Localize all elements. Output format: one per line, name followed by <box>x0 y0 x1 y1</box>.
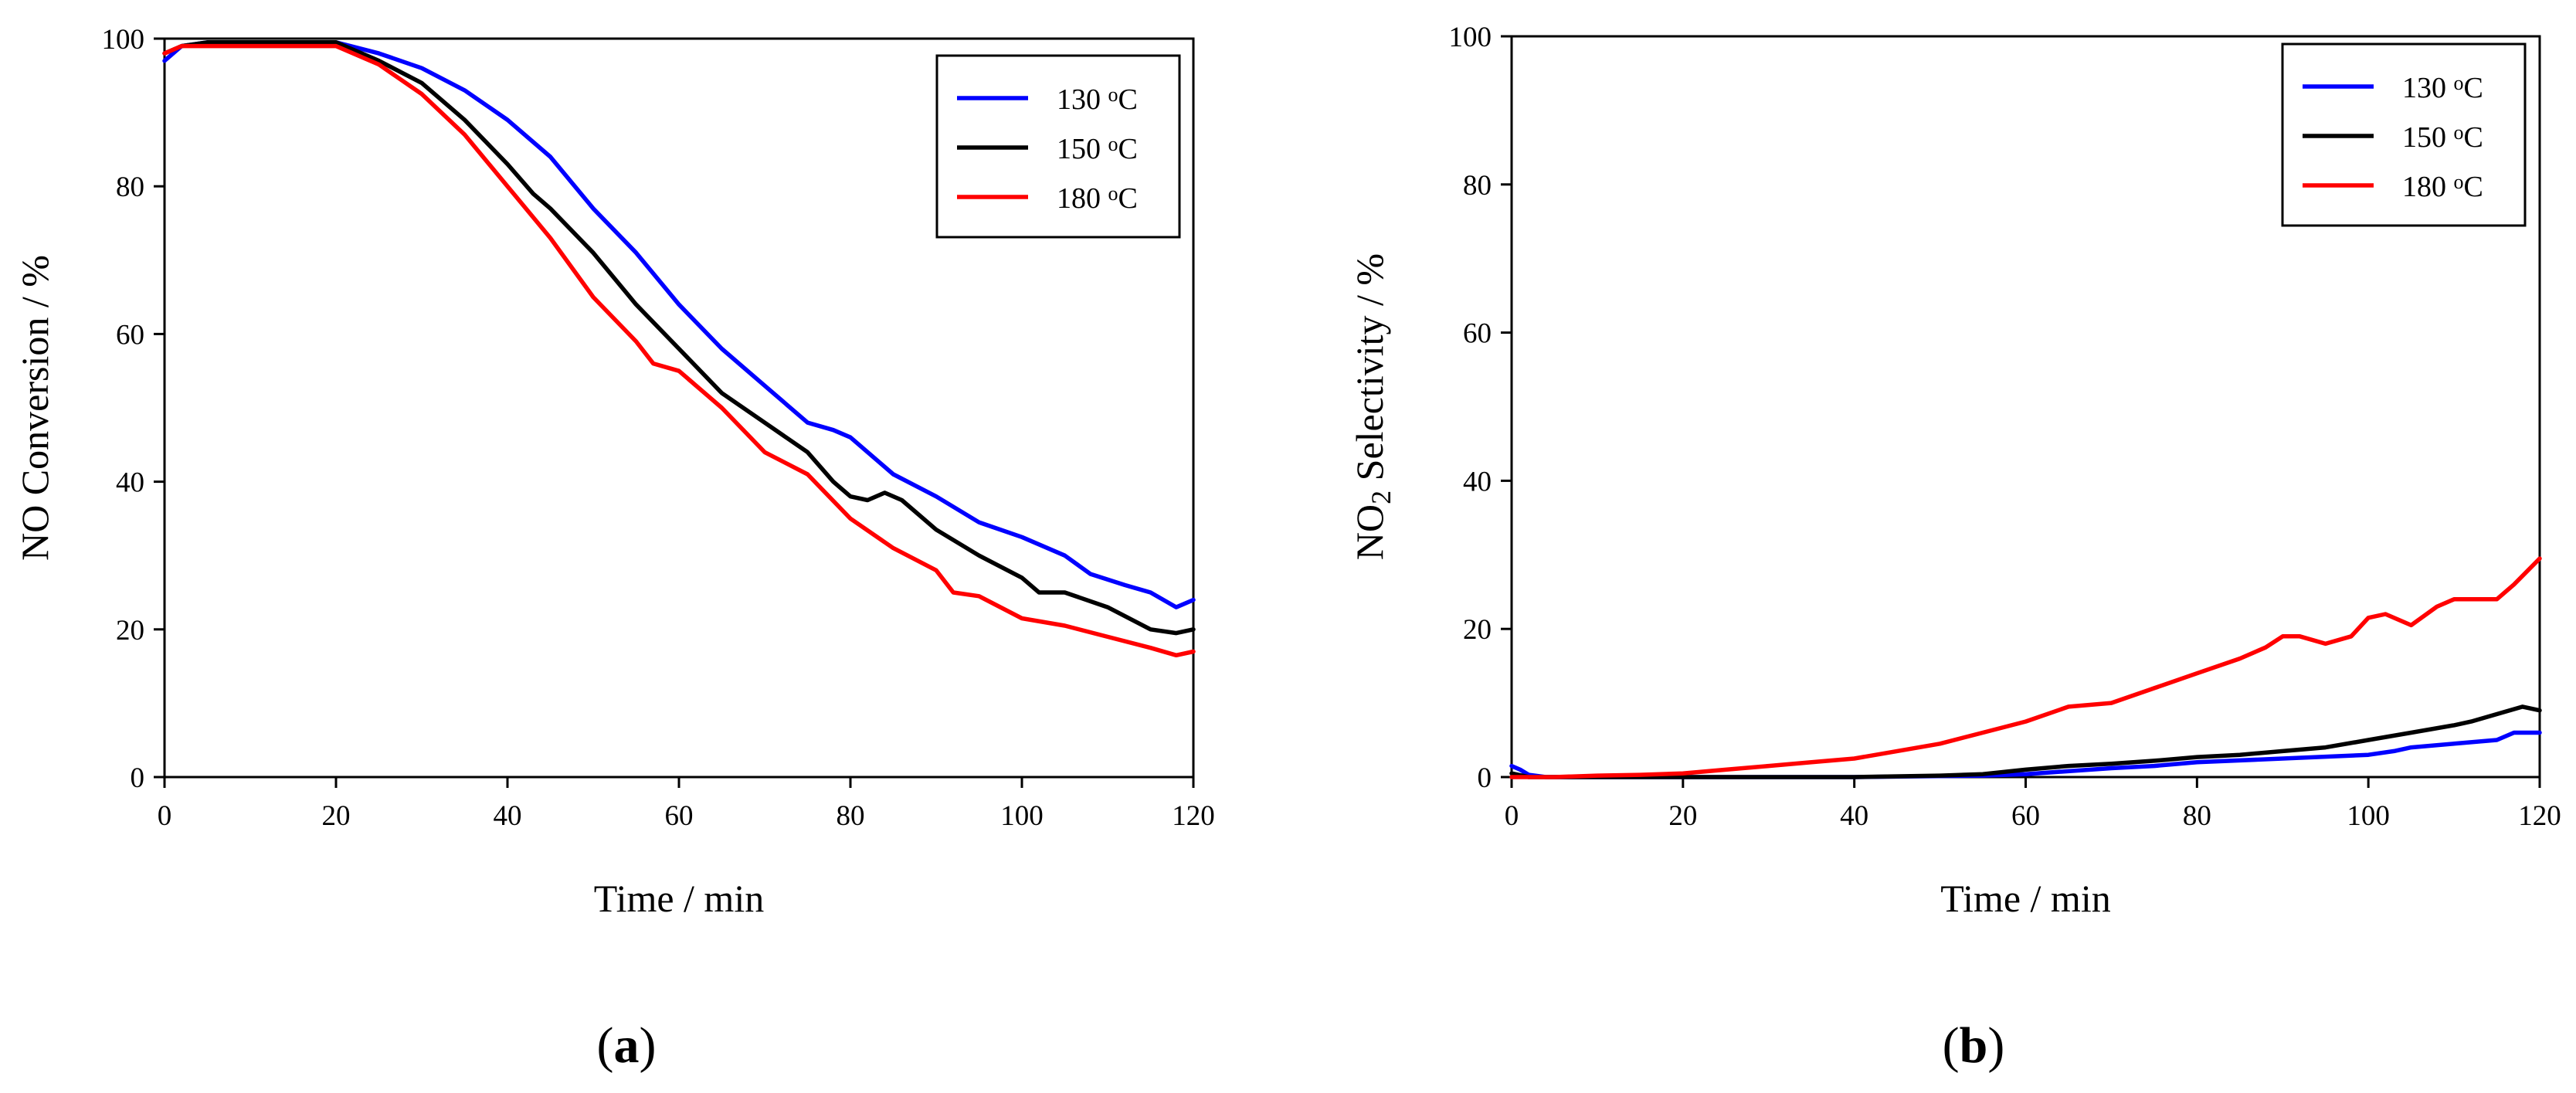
x-tick-label: 80 <box>2183 800 2211 832</box>
y-tick-label: 100 <box>1449 22 1492 53</box>
legend-label: 180 oC <box>2402 171 2483 203</box>
y-tick-label: 0 <box>131 762 145 794</box>
panel-label: (a) <box>597 1017 657 1074</box>
chart-panel-b: 0 20 40 60 80 100 120 0 20 40 60 80 100 Time / min NO2… <box>1348 22 2561 1074</box>
y-tick-label: 20 <box>1463 614 1492 646</box>
x-tick-label: 0 <box>1505 800 1519 832</box>
x-tick-label: 60 <box>2011 800 2040 832</box>
y-axis-label: NO2 Selectivity / % <box>1348 253 1397 560</box>
panel-label: (b) <box>1943 1017 2005 1074</box>
x-tick-label: 120 <box>1172 800 1215 832</box>
y-tick-label: 40 <box>116 467 144 499</box>
x-tick-label: 20 <box>1668 800 1697 832</box>
legend-label: 180 oC <box>1057 182 1138 215</box>
series-line-180 <box>1509 556 2542 779</box>
x-tick-label: 0 <box>158 800 172 832</box>
y-tick-label: 40 <box>1463 466 1492 497</box>
y-tick-label: 80 <box>116 171 144 203</box>
legend-label: 150 oC <box>2402 121 2483 154</box>
x-tick-label: 100 <box>2347 800 2390 832</box>
x-tick-label: 40 <box>494 800 522 832</box>
x-tick-label: 20 <box>322 800 351 832</box>
x-tick-label: 40 <box>1840 800 1868 832</box>
y-axis-label: NO Conversion / % <box>13 255 56 561</box>
legend: 130 oC 150 oC 180 oC <box>935 54 1181 239</box>
series-line-150 <box>162 40 1196 636</box>
series-line-150 <box>1509 704 2542 779</box>
y-tick-label: 60 <box>1463 318 1492 350</box>
x-axis-label: Time / min <box>594 877 764 920</box>
x-tick-label: 60 <box>665 800 694 832</box>
x-axis-label: Time / min <box>1940 877 2110 920</box>
legend-label: 150 oC <box>1057 133 1138 165</box>
legend-label: 130 oC <box>2402 72 2483 104</box>
chart-panel-a: 0 20 40 60 80 100 120 0 20 40 60 80 100 Time / min NO … <box>13 24 1215 1074</box>
y-tick-label: 80 <box>1463 170 1492 202</box>
series-line-180 <box>162 43 1196 658</box>
y-tick-label: 0 <box>1478 762 1492 794</box>
y-tick-label: 60 <box>116 319 144 351</box>
x-tick-label: 80 <box>837 800 865 832</box>
y-tick-label: 100 <box>102 24 145 56</box>
y-tick-label: 20 <box>116 615 144 647</box>
x-tick-label: 120 <box>2518 800 2561 832</box>
legend: 130 oC 150 oC 180 oC <box>2281 42 2527 227</box>
x-tick-label: 100 <box>1000 800 1044 832</box>
legend-label: 130 oC <box>1057 83 1138 116</box>
